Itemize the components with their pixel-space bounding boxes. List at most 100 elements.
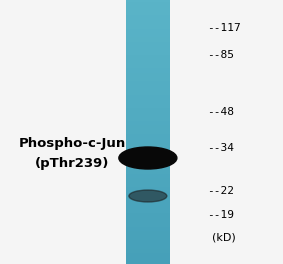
Bar <box>126 235 170 238</box>
Bar <box>126 73 170 75</box>
Bar <box>126 13 170 16</box>
Text: --117: --117 <box>207 23 241 33</box>
Bar <box>126 158 170 161</box>
Bar <box>126 246 170 249</box>
Bar <box>126 53 170 55</box>
Bar <box>126 7 170 9</box>
Bar <box>126 178 170 181</box>
Bar <box>126 233 170 236</box>
Bar <box>126 75 170 78</box>
Bar <box>126 44 170 47</box>
Bar <box>126 62 170 64</box>
Bar <box>126 161 170 163</box>
Bar <box>126 198 170 201</box>
Bar <box>126 40 170 42</box>
Bar <box>126 92 170 95</box>
Bar <box>126 0 170 3</box>
Bar <box>126 11 170 14</box>
Bar <box>126 150 170 152</box>
Bar <box>126 101 170 104</box>
Bar <box>126 209 170 212</box>
Bar <box>126 114 170 117</box>
Bar <box>126 147 170 150</box>
Bar <box>126 64 170 67</box>
Bar <box>126 33 170 36</box>
Bar <box>126 165 170 168</box>
Bar <box>126 189 170 192</box>
Bar <box>126 128 170 130</box>
Bar <box>126 81 170 84</box>
Bar <box>126 125 170 128</box>
Bar <box>126 68 170 71</box>
Bar <box>126 163 170 166</box>
Bar <box>126 15 170 18</box>
Bar <box>126 227 170 229</box>
Bar <box>126 103 170 106</box>
Bar <box>126 95 170 97</box>
Bar <box>126 262 170 264</box>
Bar <box>126 152 170 154</box>
Bar <box>126 240 170 243</box>
Text: --85: --85 <box>207 50 234 60</box>
Bar <box>126 238 170 240</box>
Bar <box>126 31 170 34</box>
Bar <box>126 174 170 177</box>
Bar <box>126 123 170 126</box>
Bar <box>126 183 170 185</box>
Bar <box>126 18 170 20</box>
Bar <box>126 20 170 22</box>
Bar <box>126 4 170 7</box>
Bar <box>126 255 170 258</box>
Bar <box>126 117 170 119</box>
Bar <box>126 121 170 124</box>
Bar <box>126 172 170 174</box>
Bar <box>126 143 170 146</box>
Bar <box>126 176 170 179</box>
Bar <box>126 26 170 29</box>
Bar <box>126 29 170 31</box>
Bar <box>126 251 170 253</box>
Bar <box>126 229 170 232</box>
Bar <box>126 37 170 40</box>
Bar <box>126 260 170 262</box>
Bar <box>126 231 170 234</box>
Bar <box>126 134 170 137</box>
Bar <box>126 112 170 115</box>
Bar <box>126 119 170 121</box>
Bar <box>126 180 170 183</box>
Bar <box>126 224 170 227</box>
Bar <box>126 48 170 51</box>
Bar <box>126 211 170 214</box>
Bar <box>126 97 170 100</box>
Text: --22: --22 <box>207 186 234 196</box>
Bar <box>126 207 170 210</box>
Text: Phospho-c-Jun: Phospho-c-Jun <box>18 138 126 150</box>
Bar <box>126 57 170 60</box>
Bar <box>126 187 170 190</box>
Bar <box>126 257 170 260</box>
Bar <box>126 84 170 86</box>
Bar <box>126 145 170 148</box>
Text: --34: --34 <box>207 143 234 153</box>
Bar <box>126 59 170 62</box>
Bar <box>126 51 170 53</box>
Bar <box>126 99 170 102</box>
Bar <box>126 200 170 203</box>
Bar <box>126 42 170 45</box>
Bar <box>126 253 170 256</box>
Bar <box>126 167 170 170</box>
Bar <box>126 130 170 133</box>
Bar <box>126 220 170 223</box>
Bar <box>126 141 170 144</box>
Bar <box>126 185 170 187</box>
Bar <box>126 222 170 225</box>
Text: --48: --48 <box>207 107 234 117</box>
Bar <box>126 194 170 196</box>
Bar <box>126 242 170 245</box>
Bar <box>126 2 170 5</box>
Text: (kD): (kD) <box>212 232 236 242</box>
Bar <box>126 66 170 69</box>
Bar <box>126 110 170 113</box>
Text: (pThr239): (pThr239) <box>35 158 109 171</box>
Ellipse shape <box>119 147 177 169</box>
